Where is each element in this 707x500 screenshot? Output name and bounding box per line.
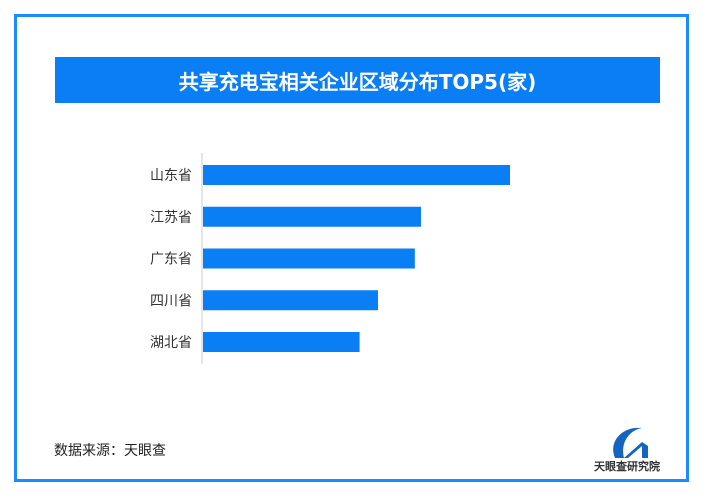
category-label: 四川省 (150, 293, 192, 309)
bar-1 (203, 206, 421, 227)
source-note: 数据来源：天眼查 (54, 443, 166, 459)
bar-4 (203, 332, 360, 352)
tianyancha-logo-icon (613, 427, 648, 458)
bar-3 (203, 290, 378, 311)
border-frame (14, 14, 689, 482)
logo-text: 天眼查研究院 (594, 460, 660, 473)
chart-title: 共享充电宝相关企业区域分布TOP5(家) (55, 57, 660, 103)
category-label: 山东省 (150, 168, 192, 184)
category-label: 广东省 (150, 252, 192, 268)
category-label: 湖北省 (150, 335, 192, 351)
category-label: 江苏省 (150, 210, 192, 226)
bar-0 (203, 165, 510, 185)
bar-2 (203, 248, 415, 269)
